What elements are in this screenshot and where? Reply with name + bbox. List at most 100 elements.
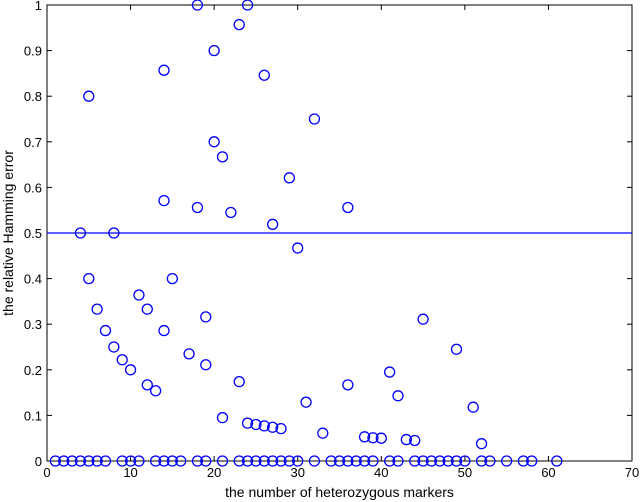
data-point [500,455,513,467]
data-point [233,18,245,31]
data-point [325,455,337,467]
data-point [74,227,87,239]
data-point [333,455,346,467]
data-point [158,194,170,207]
data-point [342,201,354,214]
data-point [108,227,120,239]
data-point [258,455,270,467]
data-point [358,431,371,443]
y-tick-label: 0.7 [24,135,42,150]
y-tick-label: 0.8 [24,89,42,104]
data-point [149,385,162,397]
data-point [317,427,329,439]
data-point [99,324,112,337]
data-point [459,455,471,467]
y-tick-label: 0.2 [24,363,42,378]
y-tick-label: 0 [35,454,42,469]
data-point [266,421,279,433]
data-point [392,390,404,402]
data-point [158,324,170,337]
data-point [116,354,128,366]
data-point [158,64,170,76]
data-point [266,455,279,467]
data-point [484,455,496,467]
data-point [275,422,287,435]
data-point [342,455,354,467]
x-tick-label: 60 [541,465,555,480]
data-point [258,420,270,432]
x-tick-label: 40 [374,465,388,480]
data-point [292,455,304,467]
data-point [191,201,204,214]
data-point [308,113,321,125]
data-point [175,455,187,467]
x-tick-label: 50 [458,465,472,480]
data-point [124,364,137,376]
data-point [517,455,530,467]
data-point [551,455,563,467]
data-point [358,455,371,467]
data-point [166,272,179,285]
y-tick-label: 0.4 [24,272,42,287]
data-point [233,455,245,467]
data-point [475,455,488,467]
data-point [108,341,120,353]
data-point [417,455,429,467]
data-point [342,379,354,391]
y-tick-label: 0.6 [24,180,42,195]
data-point [66,455,78,467]
data-point [367,455,379,467]
data-point [74,455,87,467]
data-point [392,455,404,467]
data-point [250,455,262,467]
data-point [200,311,212,323]
data-point [241,455,254,467]
data-point [91,455,103,467]
x-axis-ticks: 0 10 20 30 40 50 60 70 [43,5,639,480]
data-point [375,432,387,444]
x-tick-label: 10 [123,465,137,480]
data-point [383,455,396,467]
y-tick-label: 0.9 [24,44,42,59]
data-point [216,151,229,163]
data-point [91,303,103,315]
data-point [166,455,179,467]
data-point [83,90,95,102]
data-point [241,417,254,429]
data-point [275,455,287,467]
data-point [49,455,62,467]
data-point [241,0,254,11]
data-point [133,289,145,301]
data-point [116,455,128,467]
data-point [124,455,137,467]
data-point [308,455,321,467]
x-tick-label: 70 [625,465,639,480]
data-point [350,455,362,467]
data-point [191,0,204,11]
data-point [283,455,296,467]
data-point [434,455,446,467]
data-point [467,401,479,413]
data-point [158,455,170,467]
y-tick-label: 0.5 [24,226,42,241]
data-point [233,376,245,388]
y-tick-label: 0.3 [24,317,42,332]
data-point [292,242,304,254]
data-point [450,455,463,467]
data-point [183,348,195,360]
y-tick-label: 1 [35,0,42,13]
data-point [216,412,229,424]
data-point [141,303,153,315]
data-point [99,455,112,467]
data-point [300,396,312,408]
data-point [208,136,220,148]
x-tick-label: 20 [207,465,221,480]
data-point [442,455,454,467]
data-points [49,0,563,467]
data-point [383,366,396,378]
data-point [367,432,379,444]
data-point [191,455,204,467]
data-point [475,438,488,450]
x-tick-label: 0 [43,465,50,480]
